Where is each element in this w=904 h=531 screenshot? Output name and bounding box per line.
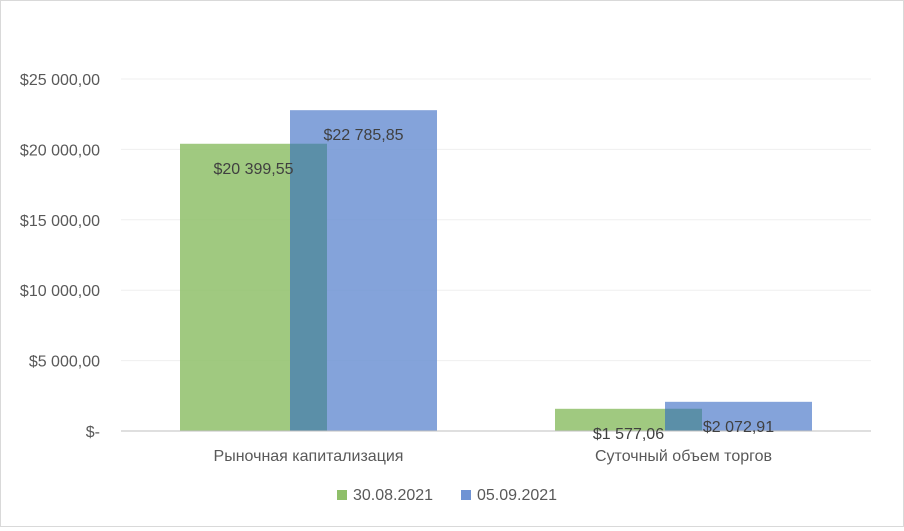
- x-category-label: Суточный объем торгов: [595, 448, 772, 465]
- legend-label: 30.08.2021: [353, 487, 433, 504]
- bar-overlap: [290, 143, 327, 431]
- data-label: $2 072,91: [703, 419, 774, 436]
- bar-overlap: [665, 408, 702, 431]
- legend: 30.08.2021 05.09.2021: [337, 487, 557, 504]
- data-label: $20 399,55: [213, 161, 293, 178]
- data-label: $22 785,85: [323, 127, 403, 144]
- y-tick-label: $15 000,00: [20, 213, 100, 230]
- y-tick-label: $20 000,00: [20, 142, 100, 159]
- y-tick-label: $10 000,00: [20, 283, 100, 300]
- data-label: $1 577,06: [593, 426, 664, 443]
- x-category-label: Рыночная капитализация: [214, 448, 404, 465]
- legend-label: 05.09.2021: [477, 487, 557, 504]
- y-tick-label: $25 000,00: [20, 72, 100, 89]
- legend-swatch: [337, 490, 347, 500]
- axes: $- $5 000,00 $10 000,00 $15 000,00 $20 000,0…: [20, 72, 871, 465]
- data-labels: $20 399,55 $22 785,85 $1 577,06 $2 072,91: [213, 127, 774, 443]
- bars: [180, 110, 812, 431]
- legend-swatch: [461, 490, 471, 500]
- y-tick-label: $-: [86, 424, 100, 441]
- y-tick-label: $5 000,00: [29, 354, 100, 371]
